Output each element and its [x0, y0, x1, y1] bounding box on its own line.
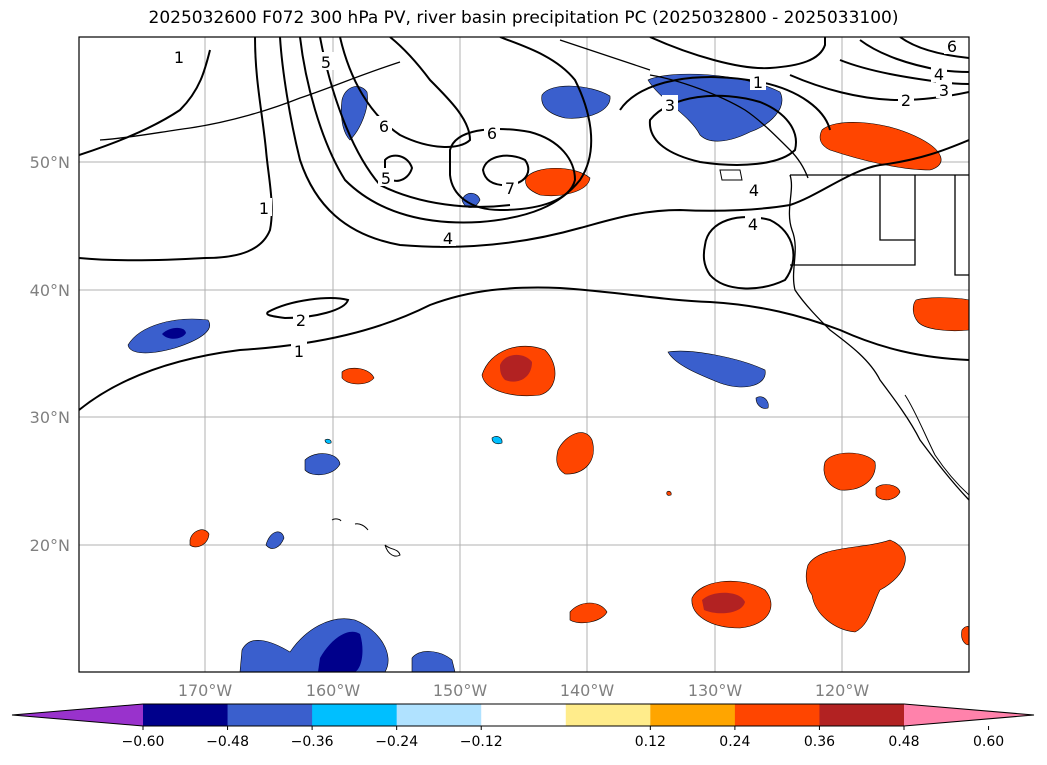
pv-contour-labels: 1 1 1 1 2 2 3 3 4 4 4 4 5 5 [171, 37, 960, 361]
colorbar-segment [565, 704, 651, 726]
lon-label-150w: 150°W [433, 681, 488, 700]
colorbar-extend-min [12, 704, 143, 726]
pv-label: 7 [505, 179, 515, 198]
colorbar-tick-label: 0.48 [888, 734, 919, 750]
lat-label-40n: 40°N [30, 281, 70, 300]
lon-label-130w: 130°W [688, 681, 743, 700]
coastlines [99, 39, 969, 557]
map-frame [78, 36, 970, 673]
pv-label: 4 [934, 65, 944, 84]
colorbar-segment [312, 704, 398, 726]
colorbar-tick-label: 0.60 [973, 734, 1004, 750]
colorbar-segment [650, 704, 736, 726]
pv-label: 3 [939, 81, 949, 100]
pv-label: 4 [443, 229, 453, 248]
latitude-labels: 50°N 40°N 30°N 20°N [30, 153, 70, 555]
pv-label: 1 [259, 199, 269, 218]
longitude-labels: 170°W 160°W 150°W 140°W 130°W 120°W [178, 681, 870, 700]
colorbar-tick-label: −0.12 [460, 734, 503, 750]
colorbar-tick-label: −0.48 [206, 734, 249, 750]
lon-label-170w: 170°W [178, 681, 233, 700]
colorbar-segment [396, 704, 482, 726]
pv-label: 2 [901, 91, 911, 110]
lat-label-50n: 50°N [30, 153, 70, 172]
colorbar-tick-label: −0.24 [375, 734, 418, 750]
pv-label: 3 [665, 96, 675, 115]
lon-label-140w: 140°W [560, 681, 615, 700]
colorbar-extend-max [904, 704, 1034, 726]
colorbar-segment [819, 704, 905, 726]
lat-label-20n: 20°N [30, 536, 70, 555]
pv-label: 4 [749, 181, 759, 200]
colorbar-tick-label: 0.24 [719, 734, 750, 750]
pv-label: 4 [748, 215, 758, 234]
pv-label: 6 [379, 117, 389, 136]
pv-label: 1 [174, 48, 184, 67]
pv-label: 1 [753, 73, 763, 92]
lon-label-160w: 160°W [306, 681, 361, 700]
pv-label: 6 [487, 124, 497, 143]
pv-label: 5 [321, 53, 331, 72]
pv-label: 5 [381, 169, 391, 188]
lon-label-120w: 120°W [815, 681, 870, 700]
map-title: 2025032600 F072 300 hPa PV, river basin … [148, 8, 899, 28]
lat-label-30n: 30°N [30, 408, 70, 427]
precip-negative-regions [127, 73, 783, 672]
colorbar-tick-label: 0.12 [635, 734, 666, 750]
colorbar: −0.60 −0.48 −0.36 −0.24 −0.12 0.12 0.24 0.36 0.4… [11, 703, 1035, 750]
pv-label: 6 [947, 37, 957, 56]
colorbar-tick-label: 0.36 [804, 734, 835, 750]
precip-positive-regions [189, 122, 969, 646]
pv-label: 1 [294, 342, 304, 361]
colorbar-tick-label: −0.36 [291, 734, 334, 750]
colorbar-segment [734, 704, 820, 726]
pv-label: 2 [296, 311, 306, 330]
colorbar-segment [143, 704, 229, 726]
colorbar-segment [481, 704, 567, 726]
colorbar-tick-label: −0.60 [122, 734, 165, 750]
colorbar-segment [227, 704, 313, 726]
